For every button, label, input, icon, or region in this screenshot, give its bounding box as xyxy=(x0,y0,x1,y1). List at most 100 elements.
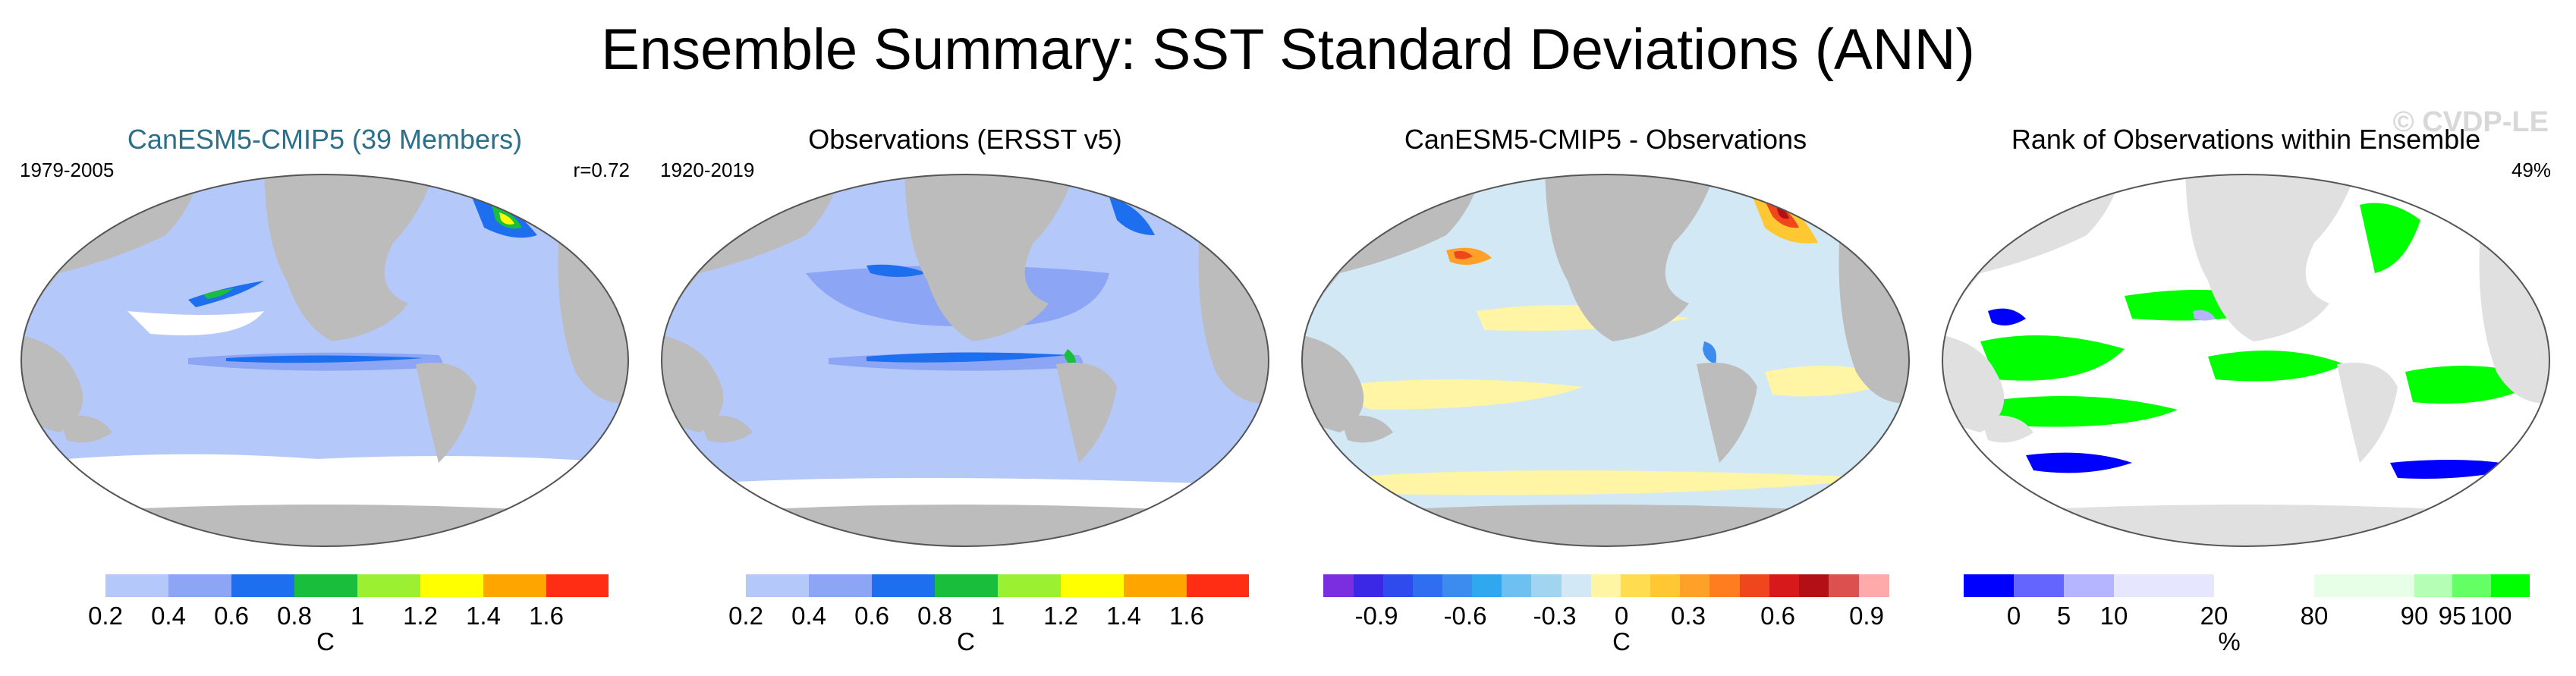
cbar-tick: 90 xyxy=(2400,602,2429,630)
panel-observations: Observations (ERSST v5) 1920-2019 xyxy=(646,114,1284,668)
cbar-box xyxy=(294,574,357,597)
rank-map xyxy=(1942,174,2550,547)
cbar-box xyxy=(2414,574,2452,597)
percent-label: 49% xyxy=(2511,159,2551,181)
cbar-box xyxy=(1442,574,1472,597)
colorbar xyxy=(683,574,1249,597)
cbar-box xyxy=(2014,574,2064,597)
cbar-tick: 1 xyxy=(990,602,1005,630)
cbar-box xyxy=(1964,574,2014,597)
cbar-tick: 0.4 xyxy=(791,602,826,630)
cbar-tick: 20 xyxy=(2200,602,2228,630)
cbar-box xyxy=(2314,574,2414,597)
cbar-box xyxy=(683,574,746,597)
cbar-box xyxy=(1799,574,1829,597)
panel-difference: CanESM5-CMIP5 - Observations xyxy=(1287,114,1924,668)
cbar-box xyxy=(746,574,809,597)
cbar-box xyxy=(42,574,105,597)
cbar-box xyxy=(1859,574,1889,597)
cbar-box xyxy=(1650,574,1680,597)
panel-model: CanESM5-CMIP5 (39 Members) 1979-2005 r=0… xyxy=(6,114,643,668)
cbar-tick: 100 xyxy=(2470,602,2512,630)
cbar-tick: 1.4 xyxy=(466,602,501,630)
cbar-tick: 0.8 xyxy=(277,602,312,630)
cbar-tick: 1.2 xyxy=(403,602,438,630)
sst-map xyxy=(661,174,1269,547)
cbar-box xyxy=(1061,574,1124,597)
cbar-box xyxy=(1740,574,1769,597)
cbar-tick: 1.4 xyxy=(1106,602,1141,630)
cbar-box xyxy=(2114,574,2214,597)
cbar-unit: C xyxy=(957,627,975,656)
watermark: © CVDP-LE xyxy=(2392,106,2549,138)
panel-title: CanESM5-CMIP5 (39 Members) xyxy=(127,124,523,155)
cbar-tick: 10 xyxy=(2099,602,2128,630)
cbar-box xyxy=(809,574,872,597)
cbar-tick: 1 xyxy=(350,602,365,630)
cbar-box xyxy=(1769,574,1799,597)
cbar-tick: 1.6 xyxy=(529,602,564,630)
cbar-tick: 0.2 xyxy=(88,602,123,630)
period-label: 1979-2005 xyxy=(20,159,115,181)
cbar-box xyxy=(998,574,1061,597)
cbar-box xyxy=(1323,574,1354,597)
cbar-box xyxy=(231,574,294,597)
cbar-box xyxy=(1413,574,1442,597)
correlation-label: r=0.72 xyxy=(573,159,630,181)
cbar-box xyxy=(1621,574,1650,597)
cbar-tick: 0 xyxy=(2006,602,2021,630)
cbar-tick: 0.9 xyxy=(1849,602,1884,630)
cbar-box xyxy=(1562,574,1591,597)
cbar-unit: C xyxy=(1612,627,1631,656)
cbar-box xyxy=(1187,574,1249,597)
cbar-box xyxy=(872,574,935,597)
cbar-box xyxy=(2214,574,2314,597)
cbar-box xyxy=(357,574,420,597)
cbar-box xyxy=(1124,574,1187,597)
cbar-tick: 80 xyxy=(2300,602,2329,630)
colorbar xyxy=(1964,574,2530,597)
cbar-box xyxy=(105,574,168,597)
cbar-tick: 0.3 xyxy=(1671,602,1706,630)
cbar-tick: 5 xyxy=(2056,602,2071,630)
cbar-box xyxy=(1354,574,1383,597)
cbar-box xyxy=(546,574,609,597)
cbar-box xyxy=(1680,574,1709,597)
cbar-tick: 95 xyxy=(2438,602,2467,630)
cbar-box xyxy=(1472,574,1502,597)
cbar-box xyxy=(1709,574,1740,597)
figure-title: Ensemble Summary: SST Standard Deviation… xyxy=(601,17,1975,82)
cbar-tick: -0.6 xyxy=(1443,602,1487,630)
period-label: 1920-2019 xyxy=(660,159,755,181)
cbar-tick: -0.9 xyxy=(1354,602,1398,630)
cbar-box xyxy=(168,574,231,597)
cbar-box xyxy=(1383,574,1413,597)
cbar-unit: C xyxy=(316,627,335,656)
cbar-tick: 1.2 xyxy=(1043,602,1078,630)
cbar-tick: 0.6 xyxy=(214,602,249,630)
cbar-box xyxy=(1591,574,1621,597)
panel-title: Observations (ERSST v5) xyxy=(808,124,1122,155)
cbar-box xyxy=(935,574,998,597)
cbar-box xyxy=(1829,574,1859,597)
cbar-box xyxy=(2064,574,2114,597)
cbar-tick: -0.3 xyxy=(1533,602,1577,630)
cbar-tick: 0.6 xyxy=(1760,602,1795,630)
cbar-tick: 1.6 xyxy=(1169,602,1204,630)
cbar-tick: 0.2 xyxy=(728,602,763,630)
panel-rank: Rank of Observations within Ensemble 49% xyxy=(1927,114,2565,668)
colorbar xyxy=(42,574,609,597)
cbar-tick: 0 xyxy=(1614,602,1629,630)
difference-map xyxy=(1301,174,1910,547)
cbar-box xyxy=(1531,574,1562,597)
cbar-box xyxy=(483,574,546,597)
cbar-tick: 0.4 xyxy=(151,602,186,630)
cbar-box xyxy=(2491,574,2530,597)
cbar-tick: 0.6 xyxy=(854,602,889,630)
cbar-box xyxy=(2452,574,2491,597)
panel-title: CanESM5-CMIP5 - Observations xyxy=(1404,124,1807,155)
cbar-box xyxy=(420,574,483,597)
cbar-box xyxy=(1502,574,1531,597)
sst-map xyxy=(20,174,629,547)
panel-title: Rank of Observations within Ensemble xyxy=(2011,124,2481,155)
